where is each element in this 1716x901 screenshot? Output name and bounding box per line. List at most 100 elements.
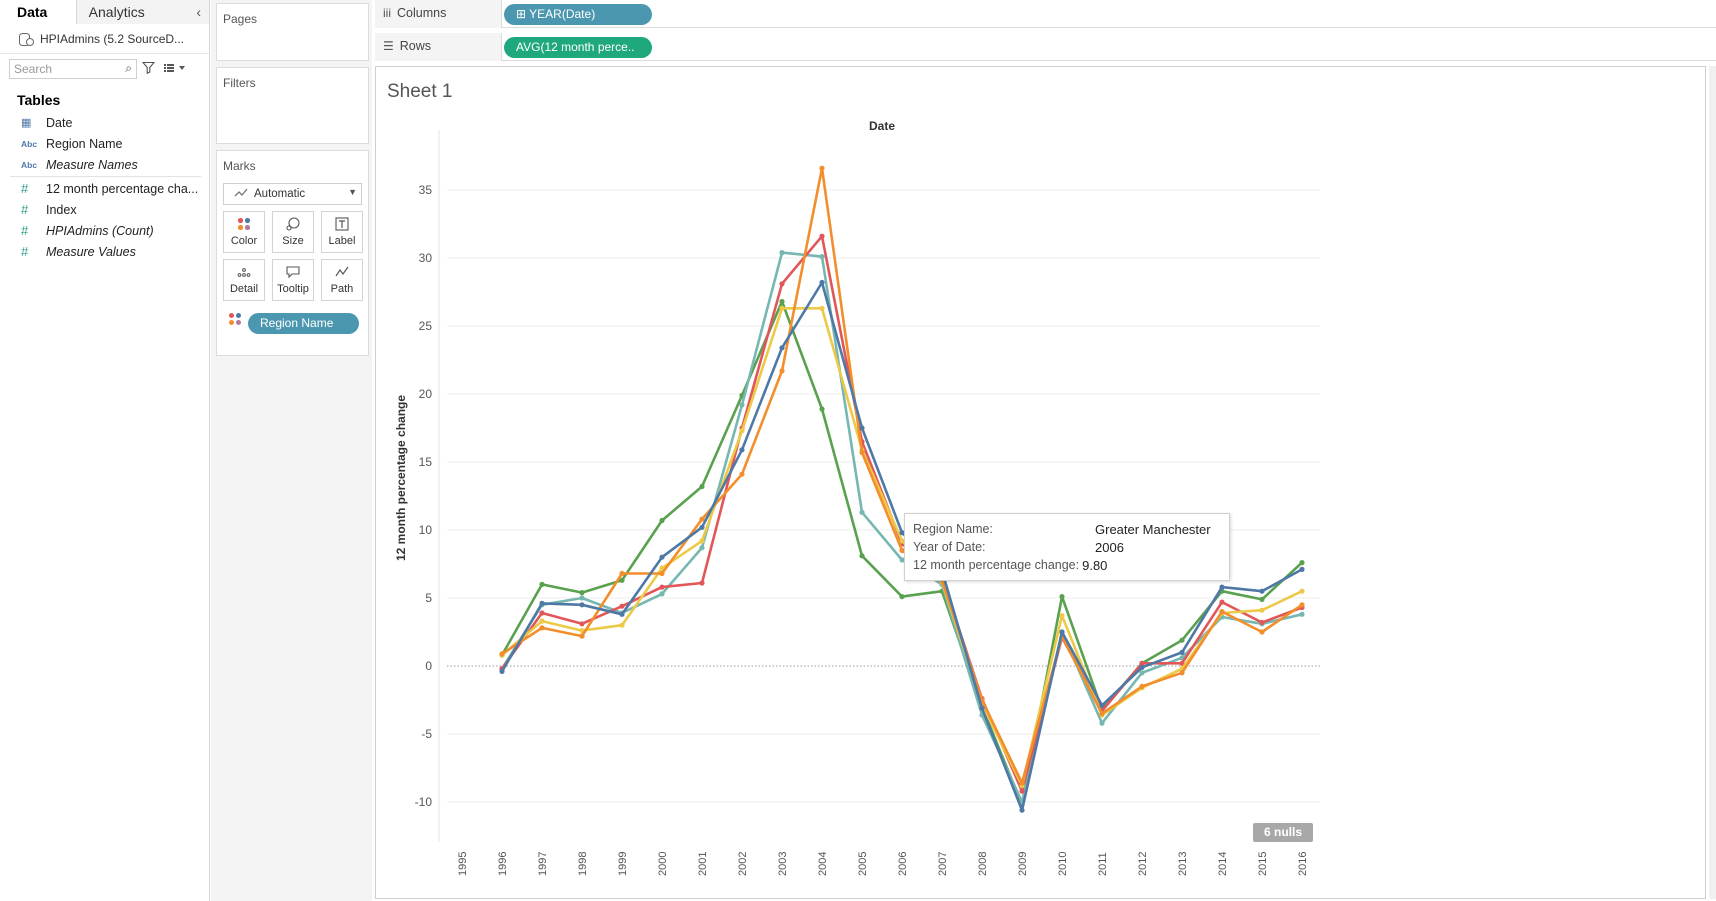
data-point[interactable] [539,618,545,624]
path-button[interactable]: Path [321,259,363,301]
data-point[interactable] [699,538,705,544]
datasource-row[interactable]: HPIAdmins (5.2 SourceD... [0,24,209,54]
data-point[interactable] [1099,702,1105,709]
pages-card[interactable]: Pages [216,3,369,61]
data-point[interactable] [1259,596,1265,603]
data-point[interactable] [1019,807,1025,813]
tab-data[interactable]: Data [0,0,77,24]
vertical-scrollbar[interactable] [1709,66,1716,899]
data-point[interactable] [1099,720,1105,726]
view-options-icon[interactable] [164,62,188,76]
field-measure-values[interactable]: # Measure Values [0,241,209,262]
data-point[interactable] [659,554,665,560]
data-point[interactable] [859,509,865,515]
data-point[interactable] [979,705,985,711]
avg-pct-change-pill[interactable]: AVG(12 month perce.. [504,37,652,58]
data-point[interactable] [819,305,825,311]
data-point[interactable] [779,368,785,374]
data-point[interactable] [1059,594,1065,600]
data-point[interactable] [1259,607,1265,613]
data-point[interactable] [779,281,785,287]
data-point[interactable] [1019,780,1025,786]
data-point[interactable] [859,425,865,431]
detail-button[interactable]: Detail [223,259,265,301]
data-point[interactable] [1139,660,1145,666]
tooltip-button[interactable]: Tooltip [272,259,314,301]
data-point[interactable] [1179,670,1185,676]
data-point[interactable] [819,279,825,286]
data-point[interactable] [579,621,585,627]
data-point[interactable] [819,254,825,260]
data-point[interactable] [1019,788,1025,794]
field-index[interactable]: # Index [0,199,209,220]
filters-card[interactable]: Filters [216,67,369,144]
data-point[interactable] [899,557,905,563]
data-point[interactable] [659,565,665,571]
field-search-input[interactable]: Search ⌕ [9,59,137,79]
data-point[interactable] [819,165,825,171]
data-point[interactable] [1219,609,1225,615]
data-point[interactable] [779,298,785,305]
data-point[interactable] [619,577,625,583]
field-date[interactable]: ▦ Date [0,112,209,133]
data-point[interactable] [739,447,745,453]
data-point[interactable] [1179,660,1185,666]
columns-shelf[interactable]: iii Columns ⊞ YEAR(Date) [375,0,1716,28]
data-point[interactable] [1099,711,1105,717]
data-point[interactable] [819,233,825,239]
data-point[interactable] [739,471,745,477]
region-name-color-pill[interactable]: Region Name [248,313,359,334]
data-point[interactable] [1219,599,1225,605]
data-point[interactable] [899,530,905,536]
data-point[interactable] [699,483,705,490]
data-point[interactable] [659,517,665,524]
data-point[interactable] [1299,566,1305,573]
field-region-name[interactable]: Abc Region Name [0,133,209,154]
data-point[interactable] [499,668,505,675]
field-hpiadmins-count[interactable]: # HPIAdmins (Count) [0,220,209,241]
data-point[interactable] [579,595,585,601]
series-line-4[interactable] [501,166,1303,785]
data-point[interactable] [859,553,865,559]
data-point[interactable] [1259,629,1265,635]
data-point[interactable] [899,594,905,600]
size-button[interactable]: Size [272,211,314,253]
color-button[interactable]: Color [223,211,265,253]
data-point[interactable] [539,625,545,631]
data-point[interactable] [699,545,705,551]
data-point[interactable] [619,603,625,609]
data-point[interactable] [539,600,545,607]
filter-icon[interactable] [141,61,158,77]
field-measure-names[interactable]: Abc Measure Names [0,154,209,175]
data-point[interactable] [899,547,905,554]
data-point[interactable] [859,449,865,456]
data-point[interactable] [619,570,625,577]
data-point[interactable] [539,581,545,588]
data-point[interactable] [619,622,625,628]
field-12-month-percentage-cha[interactable]: #12 month percentage cha... [0,178,209,199]
data-point[interactable] [819,406,825,412]
data-point[interactable] [659,584,665,590]
data-point[interactable] [1299,602,1305,608]
data-point[interactable] [539,610,545,616]
data-point[interactable] [579,602,585,608]
data-point[interactable] [1259,619,1265,626]
data-point[interactable] [1179,649,1185,656]
data-point[interactable] [779,305,785,311]
data-point[interactable] [499,651,505,657]
data-point[interactable] [1139,683,1145,690]
data-point[interactable] [579,633,585,639]
nulls-indicator[interactable]: 6 nulls [1253,823,1313,842]
data-point[interactable] [1299,588,1305,594]
data-point[interactable] [619,611,625,617]
mark-type-dropdown[interactable]: Automatic ▼ [223,183,362,205]
data-point[interactable] [1139,670,1145,676]
data-point[interactable] [1059,629,1065,635]
data-point[interactable] [739,428,745,434]
data-point[interactable] [1059,613,1065,619]
collapse-pane-icon[interactable]: ‹ [196,4,201,20]
data-point[interactable] [659,570,665,577]
data-point[interactable] [779,345,785,351]
rows-shelf[interactable]: ☰ Rows AVG(12 month perce.. [375,33,1716,61]
